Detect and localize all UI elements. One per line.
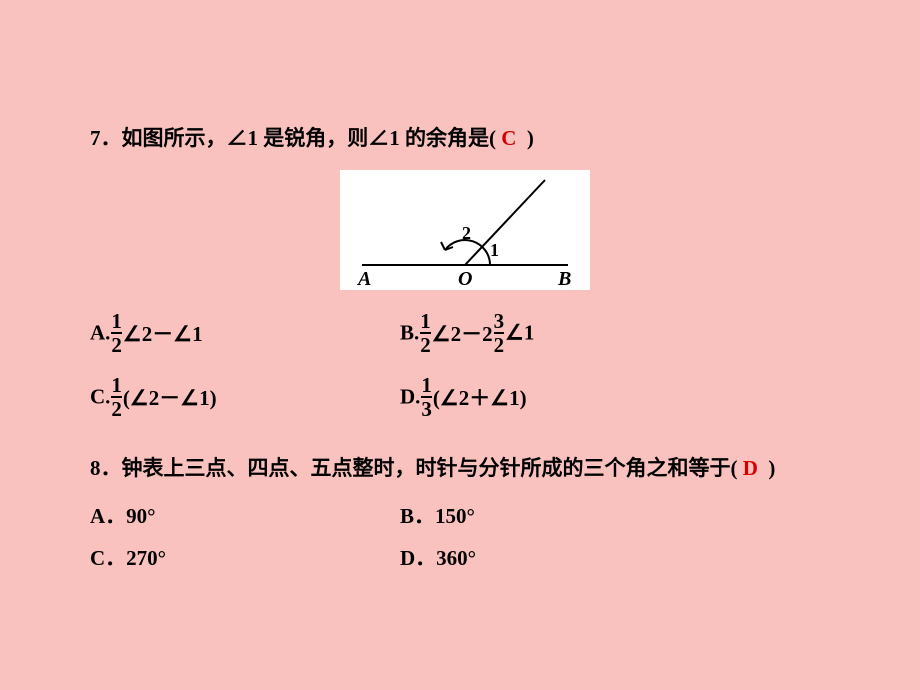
figure-label-O: O — [458, 268, 472, 291]
opt-D-rest: (∠2＋∠1) — [433, 386, 527, 410]
q7-figure: A O B 1 2 — [340, 170, 590, 290]
opt-B-frac2: 32 — [494, 310, 505, 356]
q7-option-B: B.12∠2－232∠1 — [400, 310, 534, 356]
opt-B-frac1: 12 — [420, 310, 431, 356]
q8-option-B: B．150° — [400, 500, 710, 530]
page-content: 7．如图所示，∠1 是锐角，则∠1 的余角是( C ) A O B 1 2 A.… — [0, 0, 920, 584]
q8-option-D: D．360° — [400, 542, 710, 572]
q8-options: A．90° B．150° C．270° D．360° — [90, 500, 840, 584]
q7-option-A: A.12∠2－∠1 — [90, 310, 400, 356]
q7-stem-a: 如图所示，∠1 是锐角，则∠1 的余角是( — [122, 126, 497, 150]
q8-stem-a: 钟表上三点、四点、五点整时，时针与分针所成的三个角之和等于( — [122, 456, 738, 480]
figure-label-B: B — [558, 268, 571, 291]
q7-options-row2: C.12(∠2－∠1) D.13(∠2＋∠1) — [90, 374, 840, 420]
opt-D-label: D. — [400, 384, 420, 408]
q8-stem: 8．钟表上三点、四点、五点整时，时针与分针所成的三个角之和等于( D ) — [90, 450, 840, 488]
q8-number: 8． — [90, 456, 122, 480]
opt-B-label: B. — [400, 320, 419, 344]
opt-D-frac: 13 — [421, 374, 432, 420]
opt-C-frac: 12 — [111, 374, 122, 420]
q7-number: 7． — [90, 126, 122, 150]
q8-stem-b: ) — [768, 456, 775, 480]
q7-options-row1: A.12∠2－∠1 B.12∠2－232∠1 — [90, 310, 840, 356]
q7-option-C: C.12(∠2－∠1) — [90, 374, 400, 420]
figure-label-A: A — [358, 268, 371, 291]
q7-answer: C — [501, 126, 516, 150]
q7-option-D: D.13(∠2＋∠1) — [400, 374, 527, 420]
opt-A-frac: 12 — [111, 310, 122, 356]
figure-label-2: 2 — [462, 223, 471, 244]
opt-C-label: C. — [90, 384, 110, 408]
opt-B-tail: ∠1 — [505, 320, 534, 344]
q7-stem: 7．如图所示，∠1 是锐角，则∠1 的余角是( C ) — [90, 120, 840, 158]
opt-B-mid: ∠2－2 — [432, 322, 493, 346]
q8-option-C: C．270° — [90, 542, 400, 572]
figure-label-1: 1 — [490, 240, 499, 261]
opt-A-label: A. — [90, 320, 110, 344]
opt-A-rest: ∠2－∠1 — [123, 322, 203, 346]
q8-option-A: A．90° — [90, 500, 400, 530]
q8-answer: D — [743, 456, 758, 480]
opt-C-rest: (∠2－∠1) — [123, 386, 217, 410]
q7-stem-b: ) — [527, 126, 534, 150]
